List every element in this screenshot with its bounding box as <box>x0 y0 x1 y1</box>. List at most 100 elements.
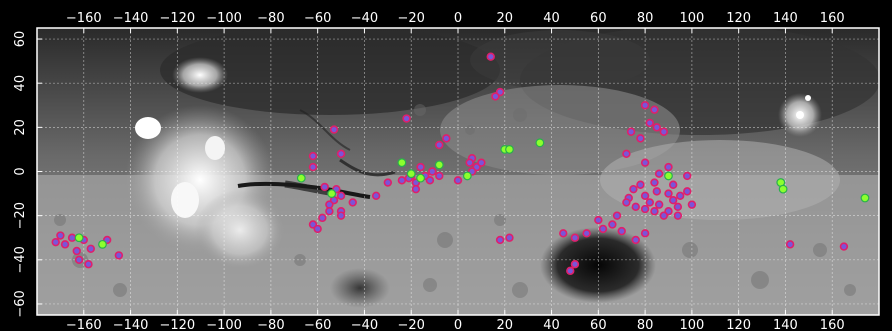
data-point-purple <box>645 118 654 128</box>
data-point-purple <box>72 246 81 256</box>
y-tick-label: −60 <box>13 290 28 317</box>
data-point-purple <box>608 220 617 229</box>
x-tick-label: 140 <box>773 318 798 331</box>
data-point-purple <box>477 158 486 167</box>
data-point-purple <box>348 198 357 207</box>
data-point-purple <box>839 242 849 251</box>
y-tick-label: 40 <box>13 75 28 92</box>
data-point-purple <box>313 224 322 234</box>
x-tick-label: −60 <box>304 318 331 331</box>
data-point-green <box>505 145 514 154</box>
data-point-green <box>74 233 84 243</box>
y-tick-label: −20 <box>13 202 28 229</box>
x-tick-labels-bottom: −160 −140 −120 −100 −80 −60 −40 −20 0 20 40 60 80 100… <box>66 310 845 331</box>
map-surface <box>37 28 879 315</box>
data-point-purple <box>631 235 640 245</box>
data-point-purple <box>308 162 318 172</box>
data-point-purple <box>640 204 650 214</box>
x-tick-label: 80 <box>637 11 654 26</box>
data-point-purple <box>336 149 346 159</box>
data-point-purple <box>659 127 669 136</box>
y-tick-label: 20 <box>13 119 28 136</box>
data-point-purple <box>74 255 84 265</box>
data-point-purple <box>650 105 659 114</box>
x-tick-label: −160 <box>66 11 102 26</box>
data-point-purple <box>668 196 678 205</box>
data-point-purple <box>650 207 659 216</box>
data-point-purple <box>491 92 500 101</box>
data-point-purple <box>626 127 636 136</box>
data-point-green <box>462 171 472 181</box>
data-point-purple <box>622 149 631 159</box>
data-point-purple <box>683 171 692 181</box>
data-point-purple <box>673 211 683 220</box>
x-tick-label: 120 <box>726 11 751 26</box>
x-tick-label: −140 <box>113 318 149 331</box>
data-point-green <box>778 184 788 194</box>
x-tick-label: 20 <box>497 318 514 331</box>
x-tick-label: 0 <box>454 11 462 26</box>
data-point-purple <box>383 178 393 187</box>
data-point-purple <box>416 162 425 172</box>
x-tick-label: 120 <box>726 318 751 331</box>
data-point-purple <box>673 202 683 212</box>
data-point-purple <box>56 231 65 240</box>
data-point-green <box>860 193 870 203</box>
data-point-purple <box>428 167 437 176</box>
data-point-green <box>416 173 425 183</box>
data-point-purple <box>435 140 444 150</box>
x-tick-label: −120 <box>159 318 195 331</box>
data-point-purple <box>570 260 580 269</box>
data-point-purple <box>654 169 664 178</box>
x-tick-label: −20 <box>398 318 425 331</box>
y-tick-label: 0 <box>13 167 28 175</box>
data-point-purple <box>325 200 334 209</box>
x-tick-label: 100 <box>679 11 704 26</box>
data-point-green <box>296 173 306 183</box>
data-point-purple <box>325 207 334 216</box>
data-point-purple <box>411 184 421 194</box>
x-tick-label: 140 <box>773 11 798 26</box>
data-point-purple <box>645 198 654 207</box>
data-point-purple <box>640 191 650 200</box>
data-point-purple <box>329 125 339 134</box>
data-point-purple <box>582 229 591 238</box>
x-tick-label: −20 <box>398 11 425 26</box>
x-tick-label: −80 <box>257 318 284 331</box>
data-point-purple <box>652 187 662 196</box>
data-point-purple <box>60 240 70 249</box>
x-tick-label: −160 <box>66 318 102 331</box>
data-point-purple <box>84 260 93 269</box>
data-point-purple <box>402 114 411 123</box>
data-point-green <box>406 169 416 179</box>
data-point-purple <box>664 189 673 198</box>
data-point-purple <box>594 215 603 225</box>
data-point-purple <box>675 191 685 200</box>
data-point-green <box>397 158 407 168</box>
x-tick-label: −80 <box>257 11 284 26</box>
data-point-purple <box>559 229 568 238</box>
x-tick-label: −40 <box>351 11 378 26</box>
x-tick-labels-top: −160 −140 −120 −100 −80 −60 −40 −20 0 20 40 60 80 100… <box>66 11 845 33</box>
data-point-purple <box>598 224 608 234</box>
data-point-purple <box>612 211 622 220</box>
x-tick-label: −120 <box>159 11 195 26</box>
data-point-purple <box>652 123 662 132</box>
data-point-purple <box>442 134 451 143</box>
x-tick-label: −140 <box>113 11 149 26</box>
x-tick-label: 60 <box>590 318 607 331</box>
data-points <box>51 52 870 276</box>
data-point-purple <box>114 251 124 260</box>
data-point-purple <box>687 200 697 209</box>
data-point-purple <box>622 198 631 207</box>
data-point-purple <box>640 229 650 238</box>
data-point-purple <box>664 162 673 172</box>
data-point-purple <box>425 176 435 185</box>
x-tick-label: 40 <box>543 11 560 26</box>
data-point-purple <box>640 101 650 110</box>
x-tick-label: −100 <box>206 318 242 331</box>
x-tick-label: −60 <box>304 11 331 26</box>
x-tick-label: 0 <box>454 318 462 331</box>
x-tick-label: 60 <box>590 11 607 26</box>
